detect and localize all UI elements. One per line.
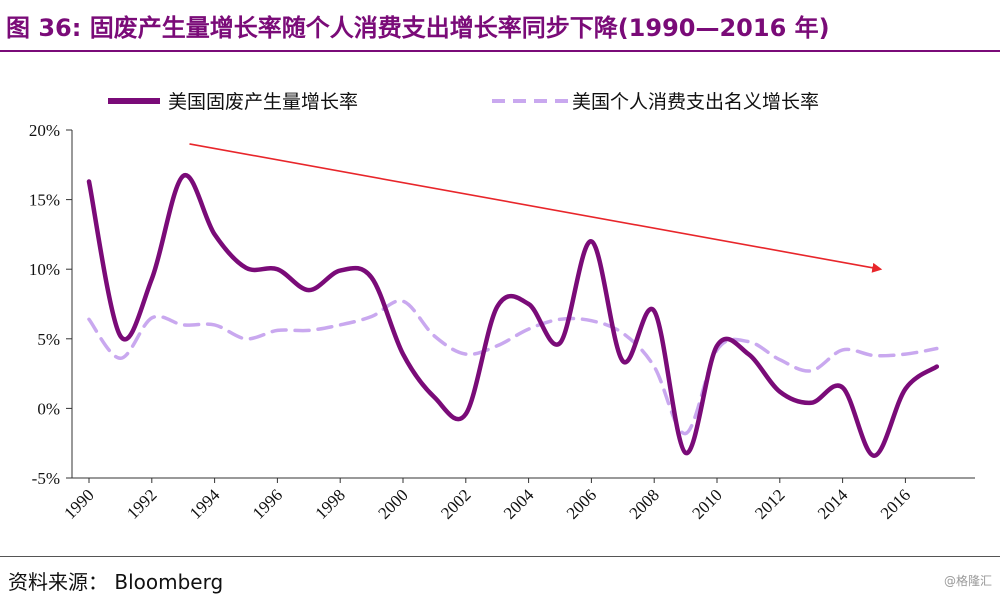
page-title: 图 36: 固废产生量增长率随个人消费支出增长率同步下降(1990—2016 年…: [6, 14, 830, 42]
x-tick-label: 2004: [500, 485, 538, 523]
x-tick-label: 2006: [563, 485, 600, 522]
chart: 美国固废产生量增长率 美国个人消费支出名义增长率 -5% 0% 5% 10% 15% 20…: [29, 91, 975, 523]
x-tick-label: 1994: [186, 485, 224, 523]
x-tick-label: 1990: [60, 485, 97, 522]
legend-label-dashed: 美国个人消费支出名义增长率: [572, 91, 819, 113]
annotation-layer: [189, 143, 883, 273]
series-layer: [86, 173, 940, 458]
source-note: 资料来源： Bloomberg: [8, 570, 224, 594]
x-tick-label: 2014: [814, 485, 852, 523]
x-tick-label: 2016: [877, 485, 914, 522]
footer-divider: [0, 556, 1000, 557]
x-tick-label: 1998: [312, 485, 349, 522]
legend: 美国固废产生量增长率 美国个人消费支出名义增长率: [108, 91, 819, 113]
y-tick-label: 20%: [29, 121, 60, 140]
series-line-consumption: [87, 299, 939, 436]
y-tick-label: 10%: [29, 260, 60, 279]
y-tick-label: 5%: [37, 330, 60, 349]
y-tick-label: 15%: [29, 191, 60, 210]
x-tick-label: 2000: [374, 485, 411, 522]
y-tick-label: 0%: [37, 399, 60, 418]
x-tick-label: 1996: [249, 485, 286, 522]
x-tick-label: 2010: [688, 485, 725, 522]
series-line-solid-waste: [86, 173, 940, 458]
trend-arrow: [189, 143, 883, 273]
x-axis-ticks: 1990 1992 1994 1996 1998 2000 2002 2004 2006 2008…: [60, 478, 914, 523]
y-axis-ticks: -5% 0% 5% 10% 15% 20%: [29, 121, 72, 488]
watermark: @格隆汇: [943, 574, 992, 588]
x-tick-label: 2008: [626, 485, 663, 522]
legend-label-solid: 美国固废产生量增长率: [168, 91, 358, 113]
x-tick-label: 2002: [437, 485, 474, 522]
y-tick-label: -5%: [32, 469, 60, 488]
x-tick-label: 2012: [751, 485, 788, 522]
x-tick-label: 1992: [123, 485, 160, 522]
title-divider: [0, 50, 1000, 52]
